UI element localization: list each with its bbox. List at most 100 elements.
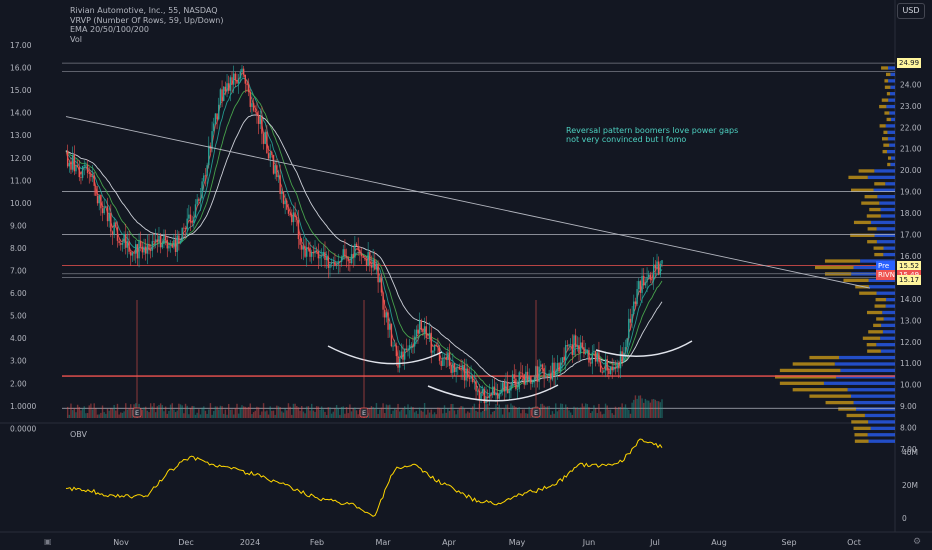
volume-bar [379, 409, 381, 418]
candle-body [83, 165, 85, 166]
volume-bar [349, 404, 351, 418]
candle-body [566, 345, 569, 347]
candle-body [530, 376, 532, 384]
candle-body [453, 363, 456, 372]
volume-bar [259, 414, 261, 418]
vrvp-up-bar [880, 207, 895, 212]
candle-body [314, 250, 316, 254]
candle-body [296, 217, 298, 221]
volume-bar [131, 409, 134, 418]
candle-body [626, 338, 628, 348]
candle-body [621, 351, 623, 363]
vrvp-up-bar [847, 388, 895, 392]
candle-body [282, 191, 285, 205]
candle-body [96, 195, 99, 204]
volume-bar [193, 406, 195, 418]
volume-bar [231, 409, 233, 418]
candle-body [232, 73, 235, 85]
indicator-vol[interactable]: Vol [70, 34, 82, 44]
left-tick-label: 2.00 [10, 379, 27, 388]
indicator-vrvp[interactable]: VRVP (Number Of Rows, 59, Up/Down) [70, 15, 224, 25]
trendline-line [65, 116, 871, 289]
symbol-title[interactable]: Rivian Automotive, Inc., 55, NASDAQ [70, 6, 218, 15]
volume-bar [425, 414, 427, 418]
volume-bar [614, 406, 617, 418]
chart-annotation[interactable]: Reversal pattern boomers love power gaps… [566, 126, 738, 144]
tradingview-logo-icon[interactable]: ▣ [44, 537, 52, 546]
right-tick-label: 24.00 [900, 80, 922, 89]
volume-bar [154, 412, 157, 418]
candle-body [262, 133, 265, 144]
candle-body [480, 393, 482, 400]
candle-body [223, 86, 225, 101]
volume-bar [264, 411, 266, 418]
volume-bar [470, 408, 472, 418]
candle-body [573, 335, 575, 356]
volume-bar [410, 406, 413, 418]
vrvp-up-bar [890, 117, 895, 122]
volume-bar [312, 410, 315, 418]
volume-bar [211, 414, 213, 418]
volume-bar [297, 407, 300, 418]
candle-body [551, 362, 554, 380]
vrvp-down-bar [824, 259, 861, 263]
candle-body [472, 376, 474, 383]
candle-body [402, 351, 404, 360]
volume-bar [344, 413, 346, 418]
volume-bar [503, 408, 505, 418]
candle-body [226, 83, 228, 92]
candle-body [236, 79, 238, 84]
volume-bar [604, 403, 607, 418]
candle-body [159, 235, 162, 248]
indicator-ema[interactable]: EMA 20/50/100/200 [70, 25, 149, 34]
gear-icon[interactable]: ⚙ [913, 537, 922, 547]
volume-bar [128, 408, 130, 418]
candle-body [203, 175, 205, 182]
candle-body [432, 350, 434, 353]
currency-button[interactable]: USD [897, 3, 925, 19]
candle-body [183, 227, 185, 229]
candle-body [297, 220, 300, 240]
volume-bar [188, 414, 190, 418]
volume-bar [86, 413, 89, 418]
candle-body [184, 227, 187, 230]
candle-body [284, 200, 286, 205]
candle-body [161, 244, 163, 248]
vrvp-down-bar [815, 265, 854, 270]
candle-body [400, 351, 403, 359]
candle-body [548, 373, 550, 377]
candle-body [579, 342, 582, 354]
volume-bar [475, 410, 477, 418]
volume-bar [279, 407, 281, 418]
volume-bar [191, 405, 193, 418]
volume-bar [320, 406, 323, 418]
volume-bar [403, 406, 406, 418]
volume-bar [237, 413, 240, 418]
right-tick-label: 16.00 [900, 252, 922, 261]
candle-body [176, 235, 178, 252]
candle-body [339, 261, 341, 263]
volume-bar [183, 413, 185, 418]
volume-bar [350, 411, 353, 418]
volume-bars [66, 395, 663, 418]
vrvp-down-bar [864, 195, 878, 199]
candle-body [591, 352, 593, 364]
vrvp-up-bar [873, 188, 895, 192]
vrvp-down-bar [881, 98, 889, 102]
candle-body [555, 370, 557, 377]
volume-bar [339, 414, 341, 418]
volume-bar [648, 400, 650, 418]
volume-bar [412, 407, 414, 418]
vrvp-up-bar [882, 330, 895, 334]
candle-body [312, 252, 315, 254]
candle-body [334, 261, 336, 266]
obv-label[interactable]: OBV [70, 430, 88, 439]
candle-body [219, 89, 222, 105]
vrvp-up-bar [886, 149, 895, 154]
volume-bar [505, 404, 507, 418]
volume-bar [482, 410, 484, 418]
vrvp-up-bar [888, 98, 895, 102]
volume-bar [201, 407, 203, 418]
volume-bar [599, 411, 602, 418]
volume-bar [105, 413, 107, 418]
